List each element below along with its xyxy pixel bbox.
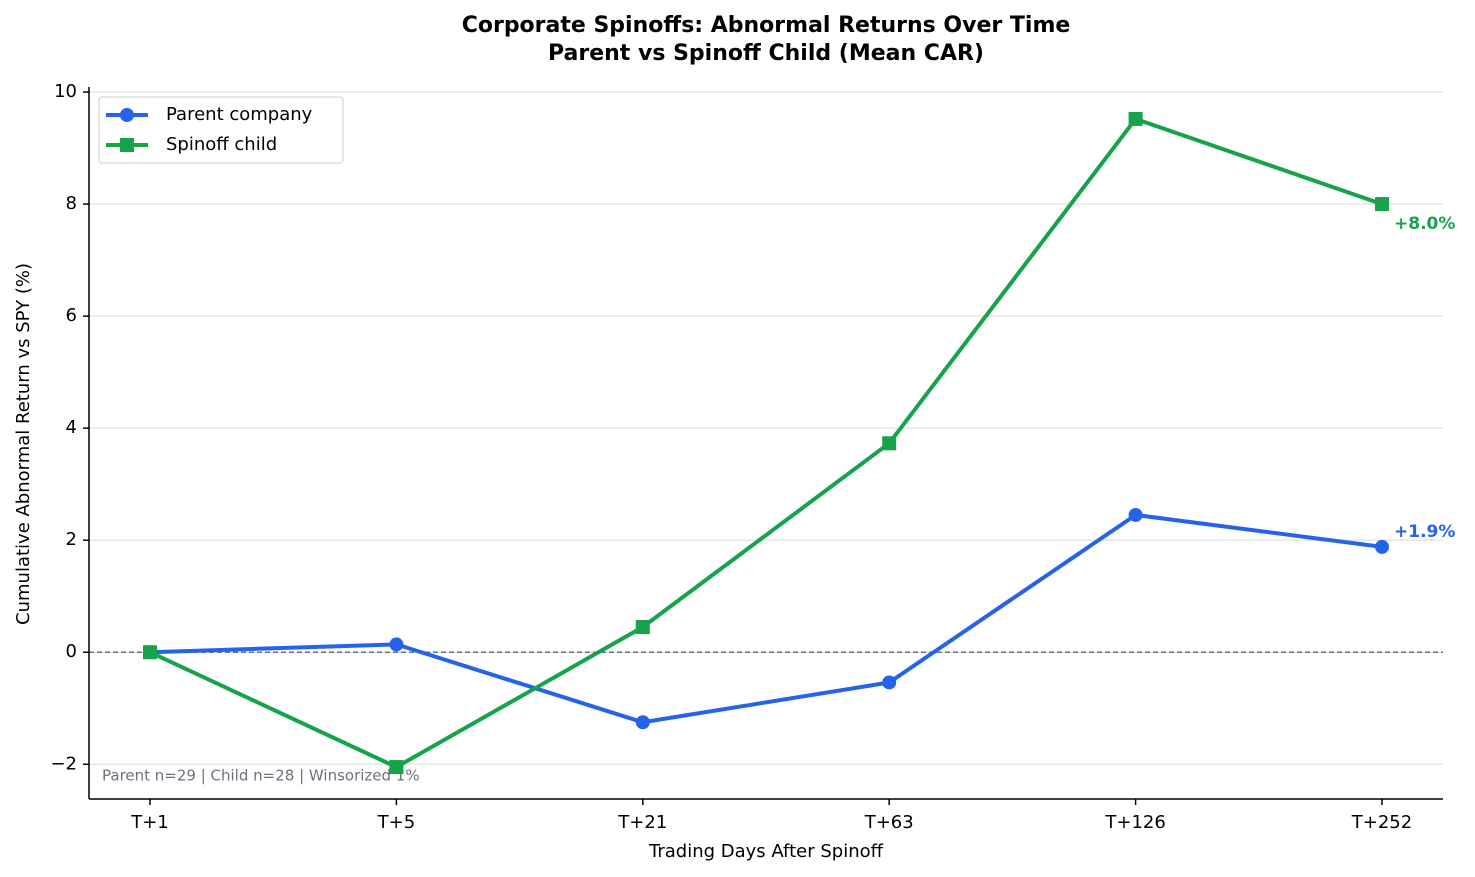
line: [149, 512, 1383, 725]
legend-label: Spinoff child: [166, 134, 277, 155]
marker: [1375, 539, 1389, 554]
y-tick-label: −2: [50, 753, 77, 774]
y-tick-label: 4: [66, 417, 77, 438]
chart-subtitle: Parent vs Spinoff Child (Mean CAR): [548, 41, 984, 66]
marker: [1375, 197, 1389, 212]
legend-label: Parent company: [166, 104, 313, 125]
marker: [120, 108, 134, 122]
marker: [1128, 111, 1143, 126]
y-tick-label: 0: [66, 641, 77, 662]
marker: [389, 760, 404, 775]
x-tick-label: T+1: [130, 812, 169, 833]
x-axis-label: Trading Days After Spinoff: [648, 841, 884, 862]
x-tick-label: T+126: [1104, 812, 1165, 833]
marker: [120, 138, 134, 152]
x-tick-label: T+5: [377, 812, 416, 833]
marker: [882, 436, 897, 451]
line: [149, 116, 1383, 770]
marker: [635, 715, 650, 730]
legend: Parent company Spinoff child: [98, 96, 344, 164]
value-label: +1.9%: [1394, 522, 1455, 542]
y-tick-label: 10: [54, 81, 77, 102]
y-tick-label: 6: [66, 305, 77, 326]
y-tick-label: 2: [66, 529, 77, 550]
marker: [143, 645, 157, 660]
x-tick-label: T+63: [864, 812, 914, 833]
y-axis-label: Cumulative Abnormal Return vs SPY (%): [13, 263, 34, 625]
x-tick-label: T+252: [1351, 812, 1412, 833]
legend-box: [98, 96, 344, 164]
chart-title: Corporate Spinoffs: Abnormal Returns Ove…: [462, 13, 1071, 38]
marker: [389, 637, 404, 652]
y-tick-label: 8: [66, 193, 77, 214]
grid: [89, 91, 1443, 766]
value-label: +8.0%: [1394, 214, 1455, 234]
footnote: Parent n=29 | Child n=28 | Winsorized 1%: [102, 767, 420, 785]
marker: [1128, 507, 1143, 522]
marker: [635, 620, 650, 635]
x-tick-label: T+21: [617, 812, 667, 833]
marker: [882, 675, 897, 690]
